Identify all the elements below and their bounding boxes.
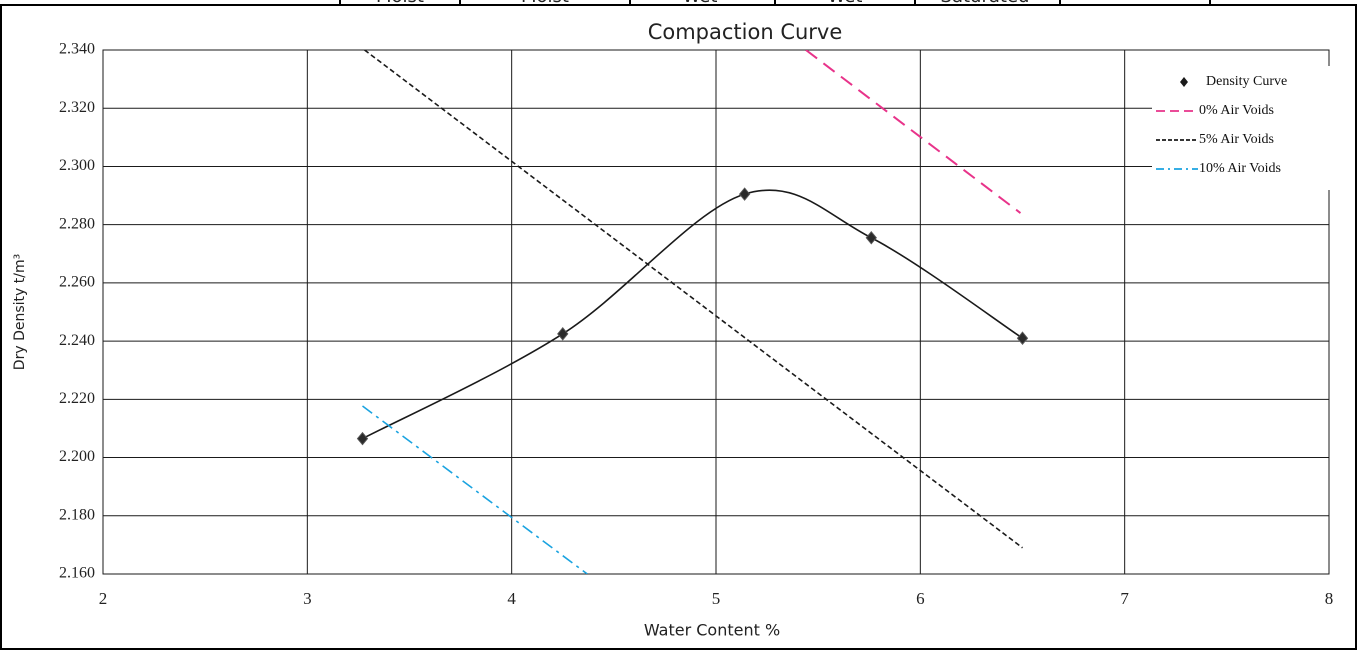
y-tick-label: 2.160 bbox=[59, 565, 95, 582]
table-cell: Moist bbox=[521, 0, 569, 7]
data-point bbox=[356, 431, 369, 446]
x-tick-label: 7 bbox=[1120, 589, 1129, 608]
x-tick-label: 8 bbox=[1325, 589, 1334, 608]
y-tick-label: 2.320 bbox=[59, 99, 95, 116]
y-tick-label: 2.200 bbox=[59, 448, 95, 465]
table-cell: Moist bbox=[376, 0, 424, 7]
y-tick-label: 2.180 bbox=[59, 506, 95, 523]
chart-frame bbox=[0, 4, 1357, 650]
x-axis-label: Water Content % bbox=[644, 621, 780, 640]
x-tick-label: 2 bbox=[99, 589, 108, 608]
table-cell: Saturated bbox=[941, 0, 1030, 7]
legend-marker bbox=[1180, 77, 1188, 87]
plot-border bbox=[102, 49, 1330, 575]
chart-title: Compaction Curve bbox=[648, 20, 843, 44]
legend-label: Density Curve bbox=[1206, 74, 1287, 89]
x-tick-label: 3 bbox=[303, 589, 312, 608]
y-tick-label: 2.300 bbox=[59, 157, 95, 174]
y-tick-label: 2.260 bbox=[59, 274, 95, 291]
data-point bbox=[1016, 331, 1029, 345]
y-tick-label: 2.280 bbox=[59, 215, 95, 232]
series-line bbox=[364, 50, 1023, 549]
table-cell: Wet bbox=[828, 0, 863, 7]
y-axis-label: Dry Density t/m³ bbox=[12, 254, 28, 370]
x-tick-label: 6 bbox=[916, 589, 925, 608]
legend-label: 10% Air Voids bbox=[1199, 161, 1281, 176]
data-point bbox=[557, 327, 569, 341]
legend-label: 5% Air Voids bbox=[1199, 132, 1274, 147]
table-cell: Wet bbox=[683, 0, 718, 7]
legend-label: 0% Air Voids bbox=[1199, 103, 1274, 118]
y-tick-label: 2.240 bbox=[59, 332, 95, 349]
series-line bbox=[362, 405, 588, 574]
data-point bbox=[738, 187, 751, 201]
x-tick-label: 4 bbox=[507, 589, 516, 608]
legend-box bbox=[1152, 66, 1334, 190]
x-tick-label: 5 bbox=[712, 589, 721, 608]
data-point bbox=[865, 230, 877, 245]
y-tick-label: 2.340 bbox=[59, 41, 95, 58]
series-line bbox=[362, 189, 1023, 440]
series-line bbox=[805, 50, 1022, 214]
y-tick-label: 2.220 bbox=[59, 390, 95, 407]
